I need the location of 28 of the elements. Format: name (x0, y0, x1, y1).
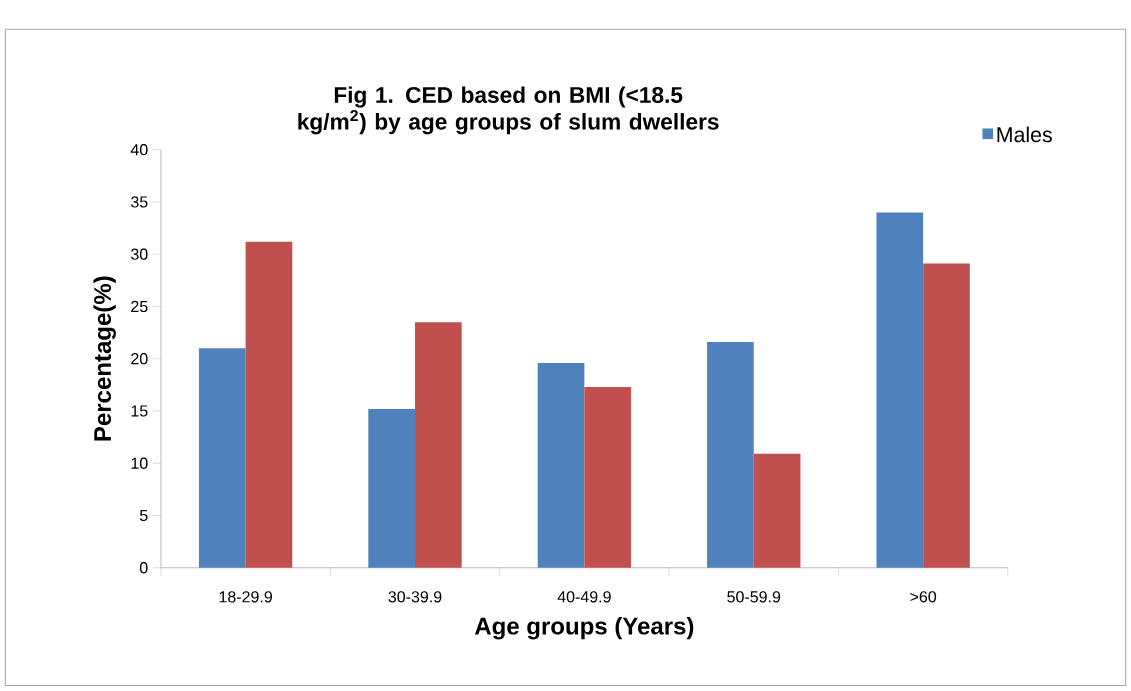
y-tick-label: 15 (131, 405, 148, 417)
bar (414, 322, 462, 568)
chart-title: Fig 1. CED based on BMI (<18.5 kg/m$^{2}$) by age groups of slum dwellers (298, 86, 719, 135)
x-tick-label: 40-49.9 (557, 591, 611, 603)
bar (923, 263, 970, 568)
y-axis-title: Percentage(%) (93, 276, 116, 441)
bar (245, 241, 293, 568)
y-tick-label: 30 (131, 248, 148, 260)
y-tick-label: 10 (131, 457, 148, 469)
bar (368, 408, 415, 568)
x-tick-label: >60 (910, 591, 937, 603)
x-tick-label: 30-39.9 (388, 591, 442, 603)
bar (707, 342, 754, 568)
y-tick-label: 5 (139, 510, 148, 522)
bar (537, 362, 585, 568)
x-axis-title: Age groups (Years) (474, 617, 694, 640)
y-tick-label: 20 (131, 353, 148, 365)
y-tick-label: 35 (131, 196, 148, 208)
y-tick-label: 0 (139, 562, 148, 574)
x-tick-label: 50-59.9 (727, 591, 781, 603)
legend-label: Males (997, 126, 1052, 143)
bar (753, 453, 801, 568)
bar (198, 348, 246, 568)
x-tick-label: 18-29.9 (219, 591, 272, 603)
y-tick-label: 40 (130, 144, 148, 156)
bar (876, 212, 924, 568)
bar (584, 387, 632, 568)
y-tick-label: 25 (131, 300, 148, 313)
